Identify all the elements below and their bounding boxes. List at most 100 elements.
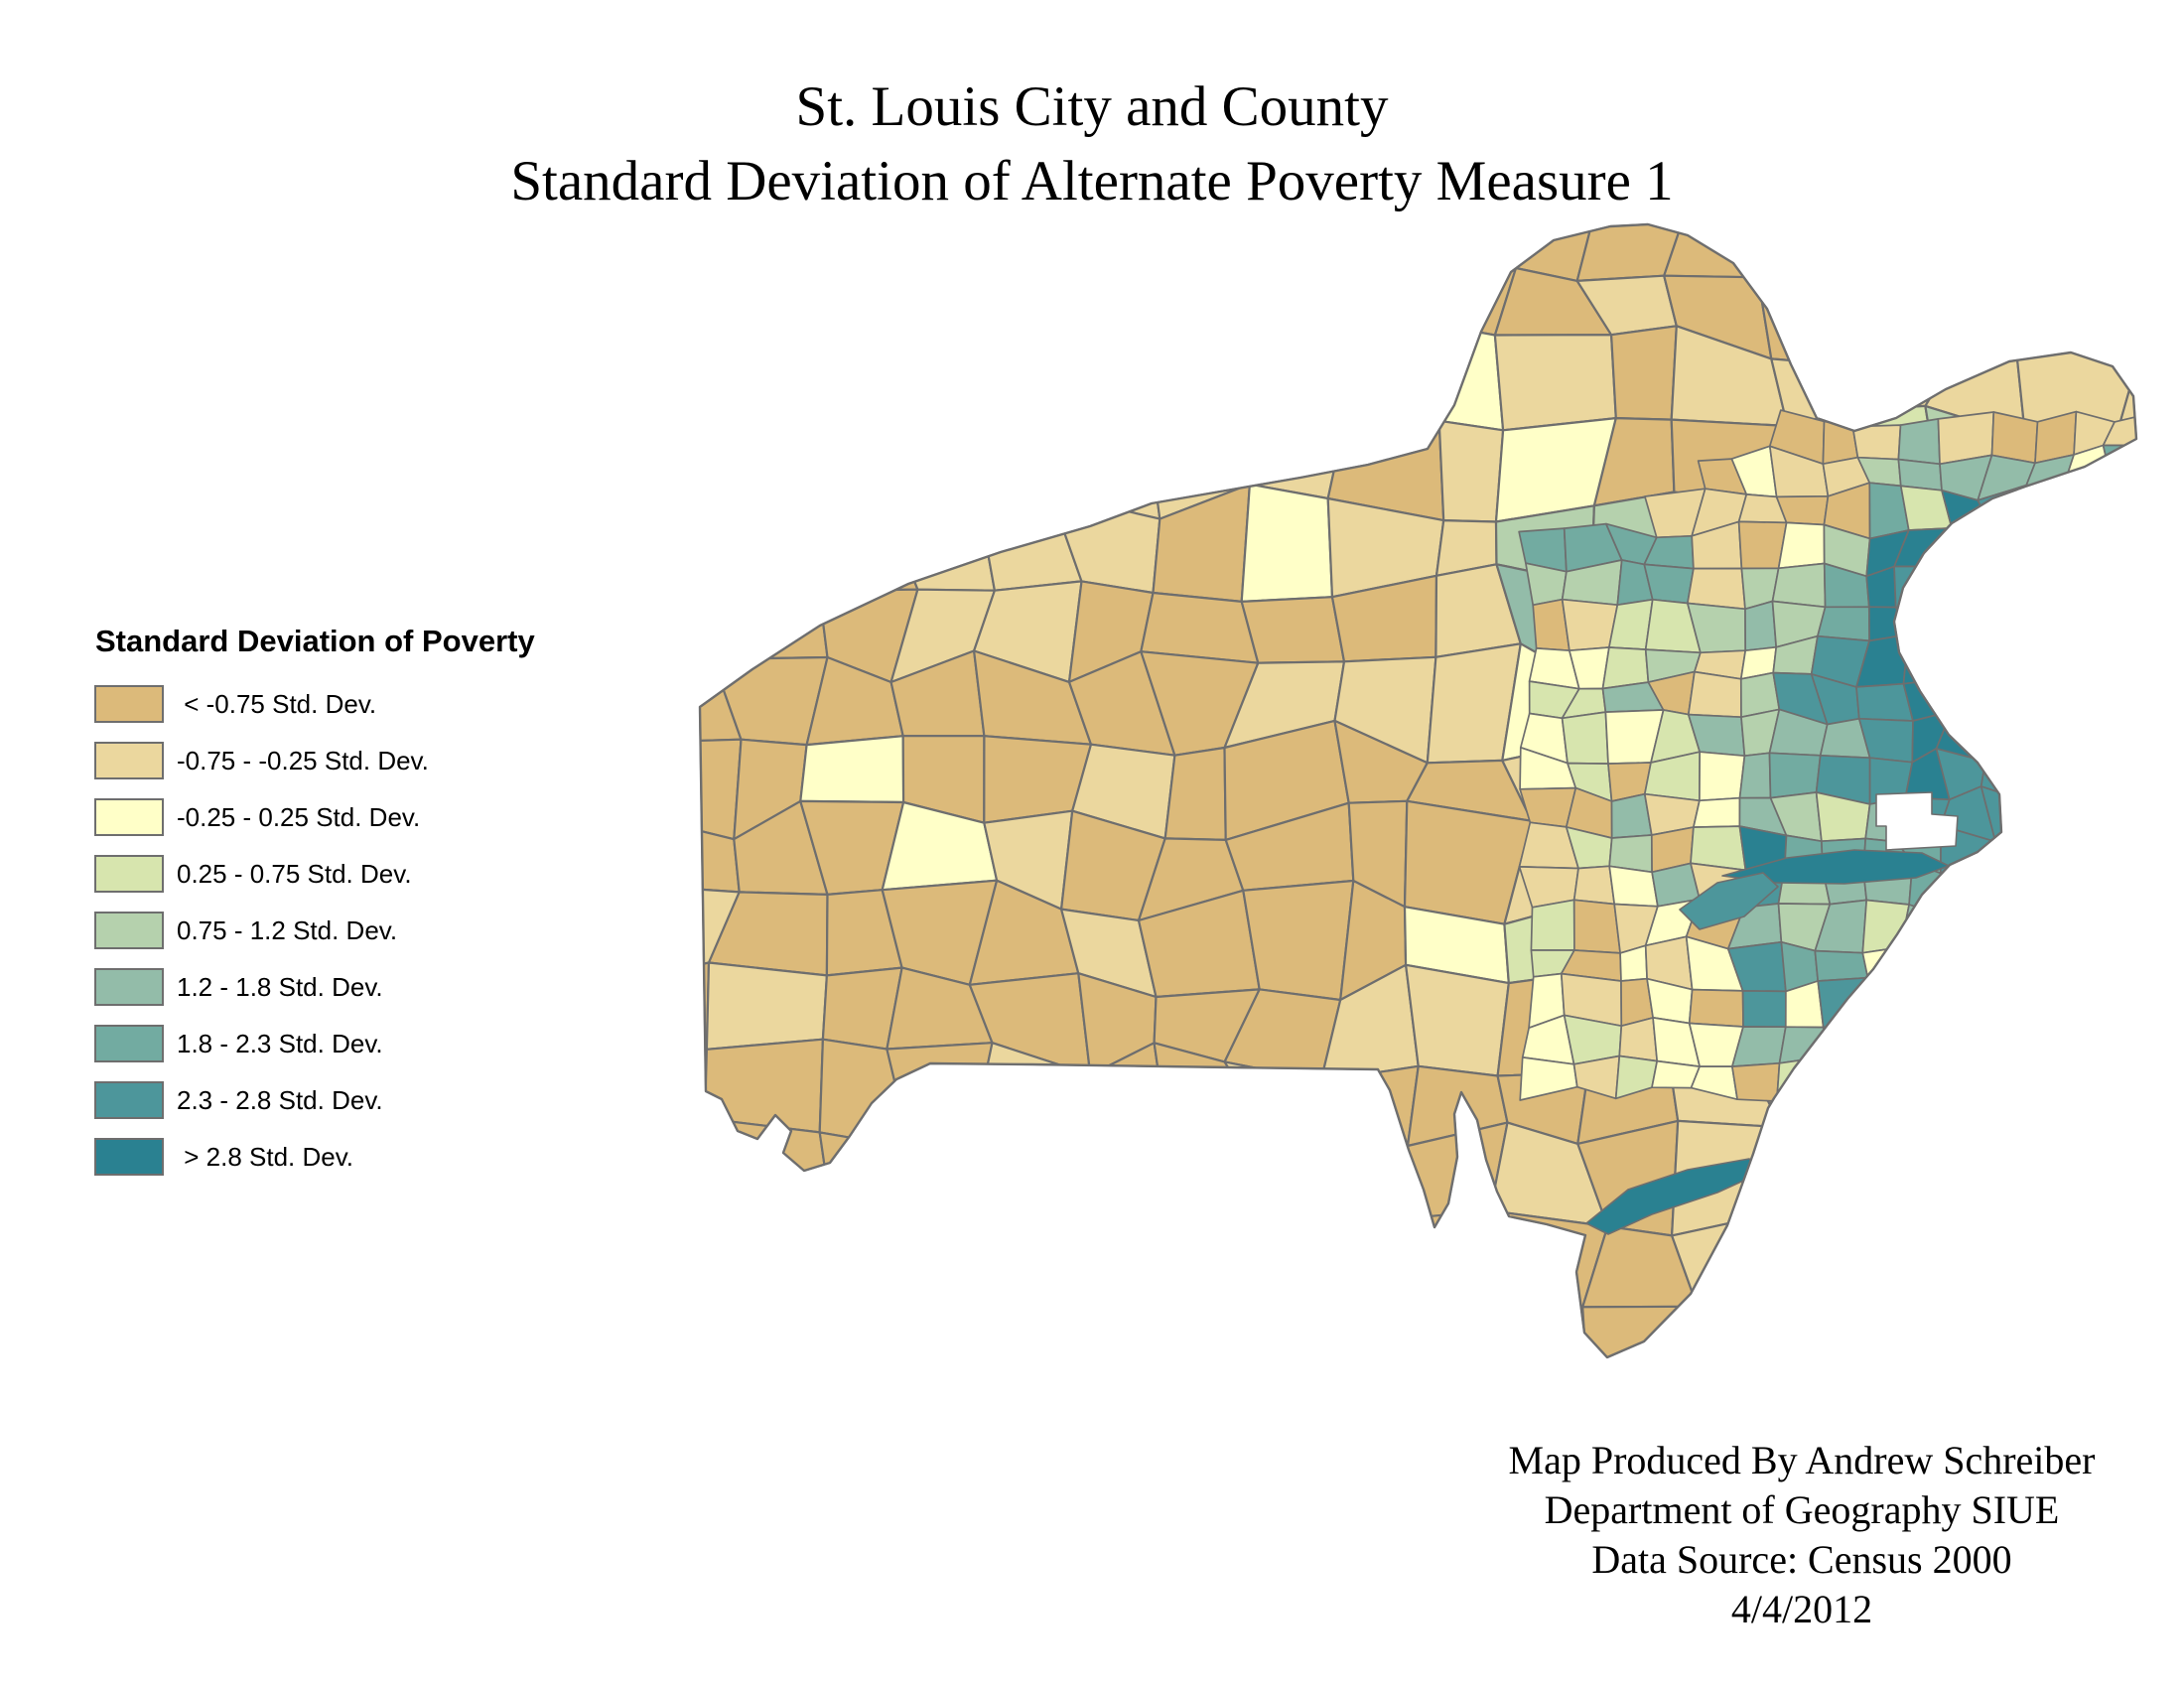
census-tract (1240, 483, 1334, 604)
census-tract (1493, 334, 1617, 432)
census-tract (799, 735, 905, 804)
census-tract (1897, 418, 1941, 466)
legend-swatch (94, 1138, 164, 1176)
legend-label: 1.8 - 2.3 Std. Dev. (177, 1029, 383, 1058)
census-tract (1940, 872, 1987, 917)
credits-data-source: Data Source: Census 2000 (1591, 1537, 2012, 1582)
legend-label: -0.75 - -0.25 Std. Dev. (177, 746, 429, 775)
census-tract (1314, 1144, 1422, 1235)
legend-label: > 2.8 Std. Dev. (177, 1142, 354, 1172)
census-tract (889, 519, 997, 592)
census-tract (1319, 1064, 1420, 1158)
legend-item: 0.25 - 0.75 Std. Dev. (94, 855, 511, 893)
census-tract (1902, 677, 1953, 722)
legend-swatch (94, 798, 164, 836)
census-tract (1894, 606, 1951, 652)
page-title: St. Louis City and County Standard Devia… (0, 70, 2184, 218)
census-tract (1822, 420, 1859, 466)
legend-swatch (94, 1081, 164, 1119)
census-tract (700, 1048, 709, 1161)
census-tract (1902, 633, 1951, 685)
census-tract (700, 961, 711, 1054)
census-tract (1688, 988, 1744, 1028)
legend-label: 0.25 - 0.75 Std. Dev. (177, 859, 412, 889)
legend-item: 1.8 - 2.3 Std. Dev. (94, 1025, 511, 1062)
legend-label: < -0.75 Std. Dev. (177, 689, 377, 719)
census-tract (1609, 325, 1678, 421)
credits-department: Department of Geography SIUE (1544, 1487, 2060, 1532)
census-tract (818, 1131, 920, 1213)
river-hook-tract (1679, 872, 1779, 930)
legend-item: < -0.75 Std. Dev. (94, 685, 511, 723)
census-tract (1822, 1024, 1872, 1057)
census-tract (1572, 899, 1621, 954)
census-tract (1485, 224, 1598, 282)
census-tract (2118, 351, 2136, 441)
census-tract (1687, 567, 1746, 611)
page-title-line2: Standard Deviation of Alternate Poverty … (510, 150, 1674, 212)
page-title-line1: St. Louis City and County (795, 75, 1389, 138)
census-tract (1643, 563, 1695, 605)
census-tract (703, 1038, 825, 1134)
census-tract (812, 517, 919, 592)
census-tract (1777, 521, 1826, 570)
census-tract (1731, 1061, 1781, 1102)
census-tract (700, 657, 743, 745)
census-tract (1049, 425, 1161, 520)
legend-swatch (94, 1025, 164, 1062)
census-tract (1768, 752, 1822, 799)
census-tract (1848, 975, 1960, 1052)
legend-item: -0.75 - -0.25 Std. Dev. (94, 742, 511, 779)
map-credits: Map Produced By Andrew Schreiber Departm… (1420, 1436, 2184, 1634)
census-tract (1163, 746, 1227, 842)
legend-title: Standard Deviation of Poverty (95, 624, 535, 658)
legend-swatch (94, 912, 164, 949)
legend-swatch (94, 685, 164, 723)
legend-item: 1.2 - 1.8 Std. Dev. (94, 968, 511, 1006)
census-tract (706, 589, 829, 661)
census-tract (1618, 1017, 1659, 1062)
census-tract (1223, 1060, 1324, 1158)
census-tract (703, 1117, 831, 1229)
legend-label: 0.75 - 1.2 Std. Dev. (177, 915, 398, 945)
census-tract (1431, 322, 1505, 432)
census-tract (1699, 751, 1746, 802)
census-tract (1240, 596, 1346, 664)
census-tract (705, 961, 829, 1051)
census-tract (1499, 1277, 1589, 1357)
census-tract (1404, 963, 1510, 1077)
census-tract (1990, 411, 2039, 465)
census-tract (1687, 670, 1742, 719)
census-tract (1817, 606, 1870, 642)
census-tract (1608, 865, 1659, 908)
census-tract (1899, 904, 1953, 948)
county-outline (698, 222, 2138, 1359)
census-tract (1693, 796, 1741, 828)
census-tract (1572, 865, 1616, 906)
credits-author: Map Produced By Andrew Schreiber (1508, 1438, 2096, 1482)
census-tract (1663, 224, 1773, 279)
census-tract (700, 738, 743, 841)
legend-swatch (94, 742, 164, 779)
legend-item: -0.25 - 0.25 Std. Dev. (94, 798, 511, 836)
legend-swatch (94, 855, 164, 893)
census-tract (1771, 562, 1827, 609)
legend-label: 1.2 - 1.8 Std. Dev. (177, 972, 383, 1002)
census-tract (1530, 899, 1575, 951)
legend-label: -0.25 - 0.25 Std. Dev. (177, 802, 421, 832)
census-tract (886, 1042, 994, 1150)
credits-date: 4/4/2012 (1730, 1587, 1873, 1631)
excluded-area (1875, 791, 1959, 851)
tract-layer (700, 224, 2136, 1357)
census-tract (1741, 990, 1787, 1029)
census-tract (1867, 606, 1910, 642)
legend-swatch (94, 968, 164, 1006)
census-tract (1893, 565, 1946, 609)
census-tract (1738, 752, 1772, 799)
census-tract (1561, 711, 1609, 765)
legend-item: > 2.8 Std. Dev. (94, 1138, 511, 1176)
census-tract (1242, 879, 1355, 1002)
census-tract (2102, 411, 2136, 447)
